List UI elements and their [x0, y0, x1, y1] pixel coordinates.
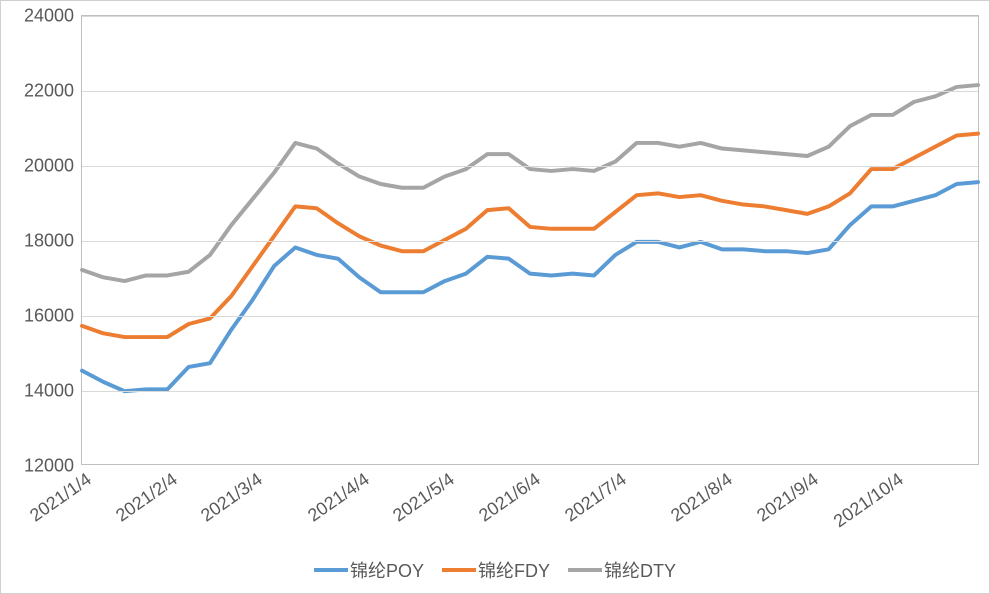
x-tick-label: 2021/2/4 — [108, 464, 181, 526]
legend-label: 锦纶POY — [350, 557, 424, 583]
gridline — [82, 316, 978, 317]
y-tick-label: 16000 — [24, 306, 82, 327]
gridline — [82, 166, 978, 167]
legend-swatch — [568, 568, 602, 572]
legend-item: 锦纶DTY — [568, 557, 676, 583]
y-tick-label: 22000 — [24, 81, 82, 102]
x-tick-label: 2021/9/4 — [750, 464, 823, 526]
legend-item: 锦纶FDY — [442, 557, 550, 583]
gridline — [82, 16, 978, 17]
legend-swatch — [442, 568, 476, 572]
series-line — [82, 85, 978, 281]
plot-area: 120001400016000180002000022000240002021/… — [81, 15, 979, 465]
legend: 锦纶POY 锦纶FDY 锦纶DTY — [314, 557, 676, 583]
legend-label: 锦纶DTY — [604, 557, 676, 583]
x-tick-label: 2021/8/4 — [664, 464, 737, 526]
x-tick-label: 2021/4/4 — [301, 464, 374, 526]
gridline — [82, 91, 978, 92]
y-tick-label: 24000 — [24, 6, 82, 27]
x-tick-label: 2021/6/4 — [472, 464, 545, 526]
line-series-svg — [82, 16, 978, 464]
chart-container: 120001400016000180002000022000240002021/… — [0, 0, 990, 594]
gridline — [82, 241, 978, 242]
x-tick-label: 2021/3/4 — [194, 464, 267, 526]
legend-item: 锦纶POY — [314, 557, 424, 583]
y-tick-label: 18000 — [24, 231, 82, 252]
gridline — [82, 391, 978, 392]
legend-label: 锦纶FDY — [478, 557, 550, 583]
y-tick-label: 20000 — [24, 156, 82, 177]
y-tick-label: 14000 — [24, 381, 82, 402]
x-tick-label: 2021/10/4 — [827, 464, 908, 532]
x-tick-label: 2021/5/4 — [386, 464, 459, 526]
series-line — [82, 182, 978, 391]
legend-swatch — [314, 568, 348, 572]
x-tick-label: 2021/7/4 — [557, 464, 630, 526]
